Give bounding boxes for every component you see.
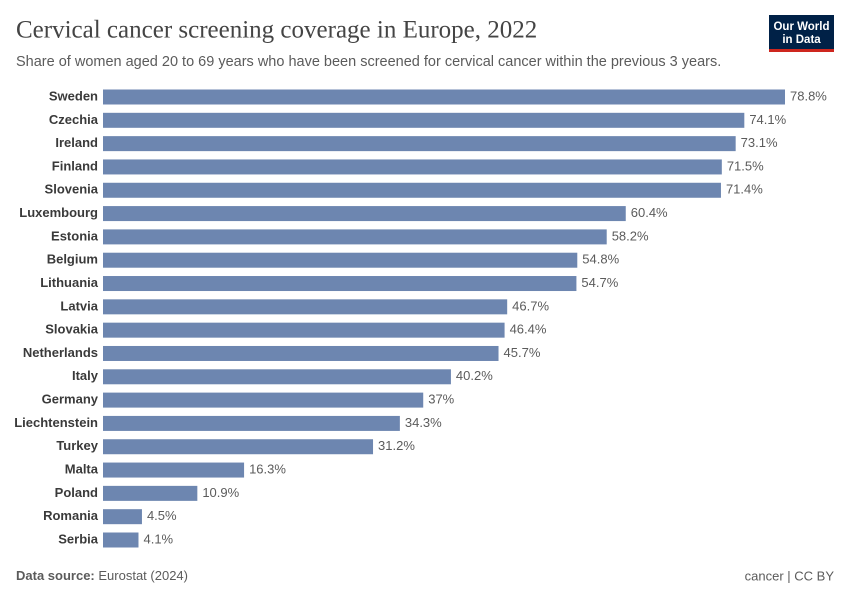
category-label: Luxembourg <box>19 205 98 220</box>
category-label: Sweden <box>49 88 98 103</box>
value-label: 40.2% <box>456 368 493 383</box>
logo-text: in Data <box>782 34 821 46</box>
bar <box>103 462 245 478</box>
category-label: Netherlands <box>23 345 98 360</box>
category-label: Romania <box>43 508 99 523</box>
source: Data source: Eurostat (2024) <box>16 568 188 583</box>
category-label: Malta <box>65 461 99 476</box>
category-label: Liechtenstein <box>14 415 98 430</box>
bar <box>103 369 451 385</box>
value-label: 46.7% <box>512 298 549 313</box>
value-label: 73.1% <box>741 135 778 150</box>
logo-strip <box>769 49 834 52</box>
value-label: 58.2% <box>612 228 649 243</box>
value-label: 71.5% <box>727 158 764 173</box>
bar <box>103 439 374 455</box>
value-label: 16.3% <box>249 461 286 476</box>
category-label: Germany <box>42 392 99 407</box>
value-label: 37% <box>428 392 454 407</box>
value-label: 71.4% <box>726 182 763 197</box>
bar <box>103 229 607 245</box>
value-label: 74.1% <box>749 112 786 127</box>
value-label: 46.4% <box>510 322 547 337</box>
category-label: Poland <box>55 485 98 500</box>
bar <box>103 299 508 315</box>
category-label: Slovenia <box>45 182 99 197</box>
value-label: 10.9% <box>202 485 239 500</box>
bar <box>103 392 424 408</box>
bar <box>103 509 142 525</box>
category-label: Finland <box>52 158 98 173</box>
category-label: Latvia <box>60 298 98 313</box>
bar <box>103 159 722 175</box>
bar <box>103 136 736 152</box>
logo-text: Our World <box>773 21 829 33</box>
footer-license: cancer | CC BY <box>745 568 835 583</box>
category-label: Turkey <box>56 438 98 453</box>
source-text: Eurostat (2024) <box>98 568 188 583</box>
bar <box>103 112 745 128</box>
value-label: 34.3% <box>405 415 442 430</box>
value-label: 54.7% <box>581 275 618 290</box>
category-label: Ireland <box>55 135 98 150</box>
chart-title: Cervical cancer screening coverage in Eu… <box>16 17 537 44</box>
bar <box>103 485 198 501</box>
bar <box>103 276 577 292</box>
bar <box>103 206 626 222</box>
category-label: Italy <box>72 368 99 383</box>
bar <box>103 532 139 548</box>
bar <box>103 415 400 431</box>
category-label: Lithuania <box>40 275 99 290</box>
value-label: 31.2% <box>378 438 415 453</box>
chart-subtitle: Share of women aged 20 to 69 years who h… <box>16 54 721 70</box>
category-label: Estonia <box>51 228 99 243</box>
category-label: Serbia <box>58 531 99 546</box>
bar <box>103 182 721 198</box>
value-label: 60.4% <box>631 205 668 220</box>
logo-box <box>769 15 834 52</box>
bar <box>103 89 785 105</box>
bar <box>103 252 578 268</box>
category-label: Czechia <box>49 112 99 127</box>
source-label: Data source: <box>16 568 95 583</box>
value-label: 4.1% <box>143 531 173 546</box>
bar <box>103 345 499 361</box>
value-label: 54.8% <box>582 252 619 267</box>
category-label: Slovakia <box>45 322 99 337</box>
bar <box>103 322 505 338</box>
value-label: 78.8% <box>790 88 827 103</box>
value-label: 4.5% <box>147 508 177 523</box>
value-label: 45.7% <box>504 345 541 360</box>
category-label: Belgium <box>47 252 98 267</box>
